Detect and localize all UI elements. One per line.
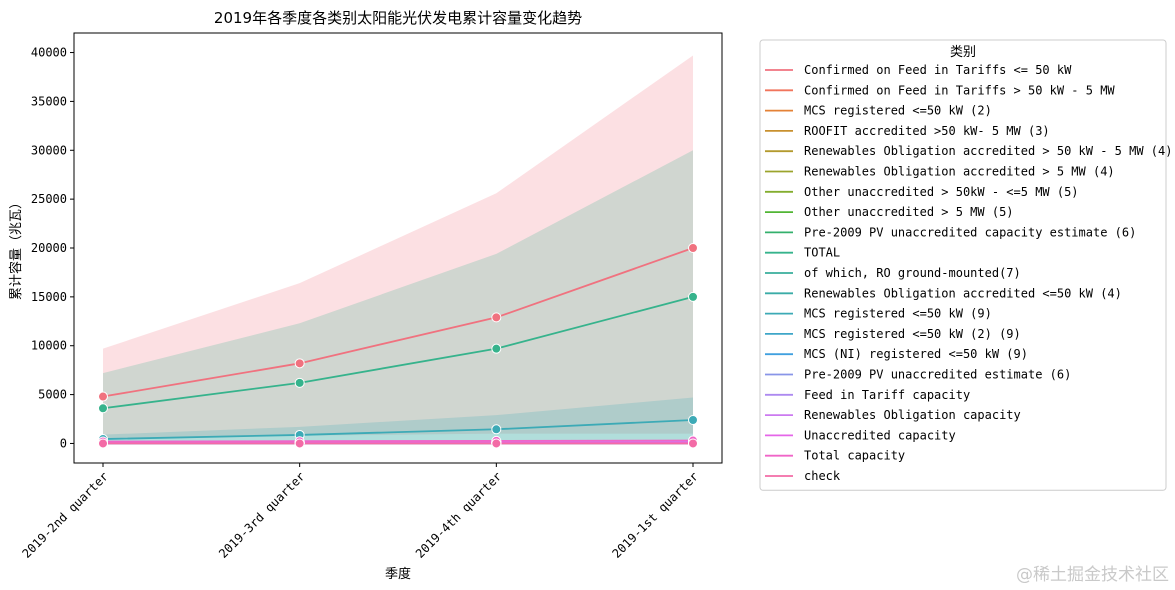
x-tick-label: 2019-3rd quarter [216, 469, 308, 561]
y-tick-label: 15000 [31, 290, 67, 304]
watermark: @稀土掘金技术社区 [1016, 565, 1169, 585]
legend-label: Pre-2009 PV unaccredited capacity estima… [804, 225, 1136, 239]
chart-title: 2019年各季度各类别太阳能光伏发电累计容量变化趋势 [214, 9, 582, 27]
legend-label: Feed in Tariff capacity [804, 388, 970, 402]
y-axis-label: 累计容量（兆瓦） [8, 196, 24, 300]
legend-item: MCS registered <=50 kW (2) [765, 104, 992, 118]
legend-item: ROOFIT accredited >50 kW- 5 MW (3) [765, 124, 1050, 138]
legend-box [759, 39, 1167, 491]
data-point [294, 377, 305, 388]
y-tick-label: 35000 [31, 94, 67, 108]
legend-item: Renewables Obligation accredited > 5 MW … [765, 165, 1115, 179]
confidence-band [103, 397, 693, 444]
legend-label: of which, RO ground-mounted(7) [804, 266, 1021, 280]
legend-item: Renewables Obligation accredited > 50 kW… [765, 144, 1172, 158]
legend-item: Renewables Obligation capacity [765, 408, 1021, 422]
y-tick-label: 40000 [31, 46, 67, 60]
legend-item: MCS registered <=50 kW (9) [765, 307, 992, 321]
data-point [688, 438, 698, 449]
series-line [102, 419, 694, 440]
legend-label: Other unaccredited > 5 MW (5) [804, 205, 1014, 219]
y-tick-label: 20000 [31, 241, 67, 255]
legend-item: Other unaccredited > 50kW - <=5 MW (5) [765, 185, 1079, 199]
legend-label: TOTAL [804, 246, 840, 260]
legend-label: Renewables Obligation accredited > 5 MW … [804, 165, 1115, 179]
legend-label: ROOFIT accredited >50 kW- 5 MW (3) [804, 124, 1050, 138]
legend-item: Confirmed on Feed in Tariffs <= 50 kW [765, 63, 1072, 77]
legend-item: Total capacity [765, 449, 905, 463]
y-axis: 0 5000 10000 15000 20000 25000 30000 35000 40000 [31, 46, 74, 450]
y-tick-label: 10000 [31, 339, 67, 353]
x-tick-label: 2019-4th quarter [413, 469, 505, 561]
data-point [688, 243, 698, 253]
data-point [688, 415, 698, 425]
x-tick-label: 2019-1st quarter [609, 469, 701, 561]
legend-item: Other unaccredited > 5 MW (5) [765, 205, 1014, 219]
legend-item: Feed in Tariff capacity [765, 388, 970, 402]
legend-label: Total capacity [804, 449, 905, 463]
legend-item: of which, RO ground-mounted(7) [765, 266, 1021, 280]
legend: 类别 Confirmed on Feed in Tariffs <= 50 kW… [759, 39, 1172, 491]
legend-item: MCS registered <=50 kW (2) (9) [765, 327, 1021, 341]
legend-item: Unaccredited capacity [765, 428, 956, 442]
data-point [491, 343, 502, 354]
y-tick-label: 30000 [31, 143, 67, 157]
series-line [102, 247, 694, 398]
legend-label: Confirmed on Feed in Tariffs > 50 kW - 5… [804, 83, 1115, 97]
data-point [294, 358, 305, 369]
legend-item: MCS (NI) registered <=50 kW (9) [765, 347, 1028, 361]
y-tick-label: 0 [60, 436, 67, 450]
data-point [98, 438, 108, 449]
legend-item: Pre-2009 PV unaccredited capacity estima… [765, 225, 1136, 239]
legend-item: TOTAL [765, 246, 840, 260]
y-tick-label: 25000 [31, 192, 67, 206]
data-point [491, 438, 502, 449]
legend-item: Pre-2009 PV unaccredited estimate (6) [765, 368, 1071, 382]
confidence-band [103, 150, 693, 444]
data-point [491, 312, 502, 323]
data-point [98, 403, 108, 414]
legend-item: check [765, 469, 841, 483]
series-line [102, 439, 694, 443]
series-line [102, 295, 694, 410]
legend-label: Renewables Obligation accredited > 50 kW… [804, 144, 1172, 158]
confidence-band [103, 55, 693, 439]
series-points [98, 243, 698, 449]
x-axis-label: 季度 [385, 566, 411, 582]
legend-item: Renewables Obligation accredited <=50 kW… [765, 286, 1122, 300]
legend-label: Confirmed on Feed in Tariffs <= 50 kW [804, 63, 1072, 77]
legend-label: Other unaccredited > 50kW - <=5 MW (5) [804, 185, 1079, 199]
x-tick-label: 2019-2nd quarter [19, 469, 111, 561]
legend-label: MCS registered <=50 kW (9) [804, 307, 992, 321]
data-point [491, 424, 502, 435]
y-tick-label: 5000 [38, 388, 67, 402]
data-point [98, 391, 108, 402]
legend-label: MCS registered <=50 kW (2) (9) [804, 327, 1021, 341]
legend-items: Confirmed on Feed in Tariffs <= 50 kW Con… [765, 63, 1172, 483]
legend-label: MCS registered <=50 kW (2) [804, 104, 992, 118]
legend-label: Renewables Obligation capacity [804, 408, 1021, 422]
legend-item: Confirmed on Feed in Tariffs > 50 kW - 5… [765, 83, 1115, 97]
data-point [688, 291, 698, 302]
legend-label: check [804, 469, 841, 483]
legend-title: 类别 [950, 45, 976, 60]
legend-label: Unaccredited capacity [804, 428, 956, 442]
confidence-bands [103, 55, 693, 444]
data-point [294, 438, 305, 449]
legend-label: Pre-2009 PV unaccredited estimate (6) [804, 368, 1071, 382]
x-axis: 2019-2nd quarter 2019-3rd quarter 2019-4th… [19, 463, 701, 561]
legend-label: MCS (NI) registered <=50 kW (9) [804, 347, 1028, 361]
series-lines [102, 247, 694, 445]
legend-label: Renewables Obligation accredited <=50 kW… [804, 286, 1122, 300]
